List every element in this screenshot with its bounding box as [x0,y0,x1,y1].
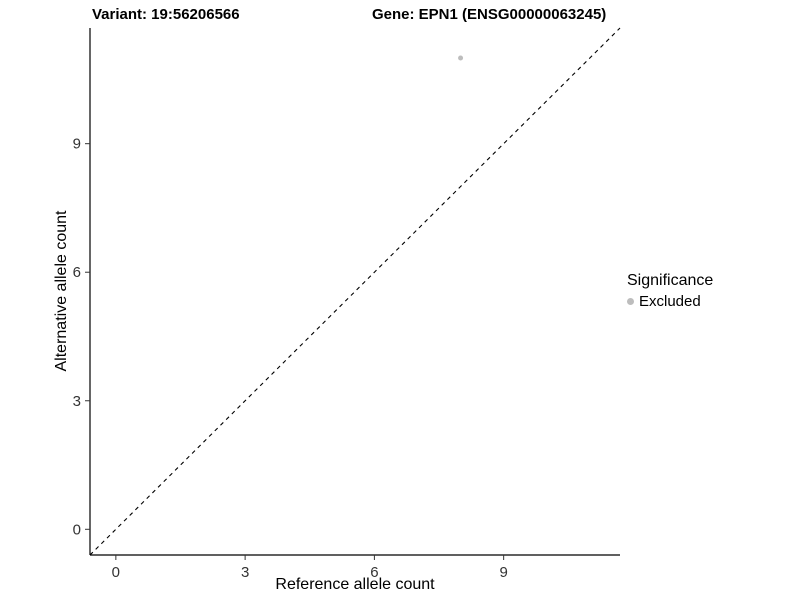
y-tick-label: 3 [73,393,81,410]
x-tick-label: 3 [241,564,249,581]
y-tick-label: 6 [73,264,81,281]
legend: Significance Excluded [627,272,713,310]
x-tick-label: 0 [112,564,120,581]
legend-dot-icon [627,298,634,305]
x-tick-label: 9 [499,564,507,581]
y-tick-label: 0 [73,521,81,538]
plot-title-variant: Variant: 19:56206566 [92,6,240,23]
plot-title-gene: Gene: EPN1 (ENSG00000063245) [372,6,607,23]
data-point [458,55,464,61]
legend-entry-label: Excluded [639,293,701,310]
x-axis-label: Reference allele count [275,576,435,593]
x-tick-label: 6 [370,564,378,581]
y-tick-label: 9 [73,136,81,153]
legend-title: Significance [627,272,714,289]
identity-line [89,27,621,556]
y-axis-label: Alternative allele count [53,210,70,372]
legend-entry-excluded: Excluded [627,293,713,310]
